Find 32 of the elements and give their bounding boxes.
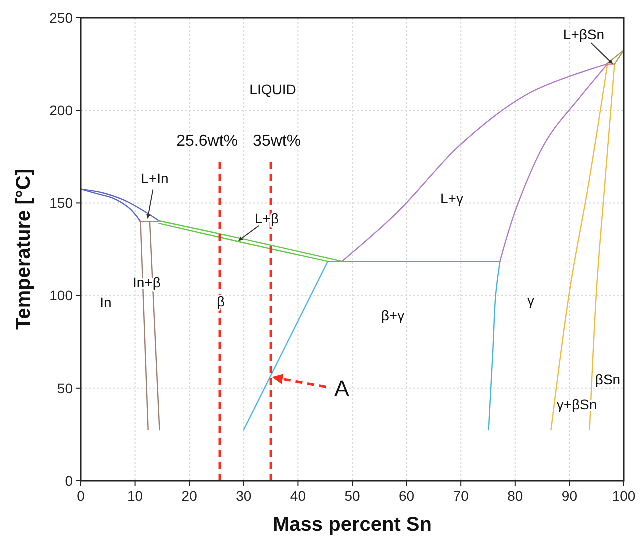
- x-tick-label: 30: [236, 488, 252, 504]
- annotation: LIQUID: [250, 82, 296, 98]
- y-tick-label: 100: [50, 288, 74, 304]
- annotation: γ: [528, 292, 534, 309]
- annotation: β: [216, 294, 226, 310]
- annotation: L+β: [254, 210, 280, 227]
- x-tick-label: 40: [290, 488, 306, 504]
- annotation: L+γ: [440, 190, 464, 207]
- annotation: L+In: [141, 170, 169, 187]
- y-axis-title: Temperature [°C]: [13, 169, 35, 330]
- x-tick-label: 60: [399, 488, 415, 504]
- annotation: β+γ: [381, 308, 405, 324]
- annotation: βSn: [595, 372, 621, 388]
- y-tick-label: 0: [65, 472, 74, 489]
- annotation: L+βSn: [563, 26, 605, 43]
- x-tick-label: 90: [562, 488, 578, 504]
- x-tick-label: 70: [453, 488, 470, 504]
- y-tick-label: 200: [50, 102, 74, 118]
- x-tick-label: 10: [128, 488, 144, 504]
- y-tick-label: 50: [57, 380, 74, 396]
- x-tick-label: 0: [77, 488, 86, 504]
- y-tick-label: 150: [50, 195, 74, 212]
- annotation: A: [334, 376, 350, 401]
- x-tick-label: 80: [508, 488, 524, 504]
- ref-line-label: 25.6wt%: [176, 133, 238, 150]
- ref-line-label: 35wt%: [253, 133, 302, 150]
- x-tick-label: 50: [344, 488, 360, 504]
- x-tick-label: 20: [182, 488, 198, 504]
- x-tick-label: 100: [612, 488, 636, 504]
- x-axis-title: Mass percent Sn: [273, 514, 432, 536]
- annotation: In: [100, 294, 112, 311]
- y-tick-label: 250: [50, 10, 74, 26]
